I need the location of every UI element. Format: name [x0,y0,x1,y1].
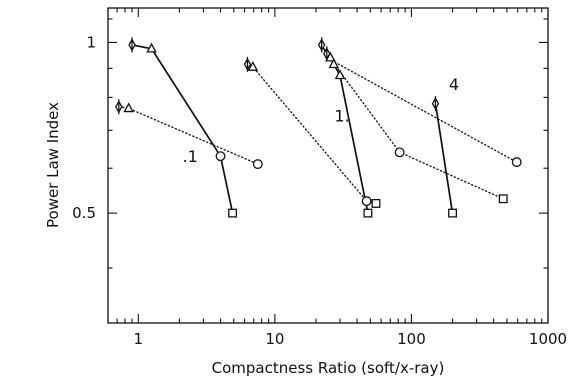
annotation-label: 4 [449,75,459,94]
data-markers [115,37,522,218]
triangle-marker [146,42,157,53]
square-marker [498,194,508,204]
triangle-marker [334,69,346,80]
triangle-marker [325,51,336,62]
axis-ticks [107,8,549,323]
square-marker [371,198,381,208]
y-axis-title: Power Law Index [44,102,62,228]
square-marker [448,208,457,218]
x-tick-label: 1 [134,330,144,348]
circle-marker [252,159,263,170]
series-line-5 [326,53,504,200]
y-tick-labels: 0.51 [72,33,96,222]
annotation-label: 1. [334,107,349,126]
plot-frame [107,7,549,324]
y-tick-label: 1 [86,33,96,51]
circle-marker [361,196,372,207]
y-tick-label: 0.5 [72,204,96,222]
series-line-2 [246,63,377,205]
triangle-marker [328,58,340,69]
x-tick-label: 10 [265,330,284,348]
triangle-marker [247,61,259,71]
series-line-7 [434,103,454,214]
series-line-4 [320,44,369,214]
series-line-1 [131,44,234,214]
circle-marker [394,147,405,158]
x-axis-title: Compactness Ratio (soft/x-ray) [212,359,445,377]
x-tick-label: 1000 [529,330,567,348]
square-marker [228,208,238,218]
x-tick-label: 100 [397,330,426,348]
series-lines [118,44,518,214]
annotation-label: .1 [183,147,198,166]
triangle-marker [123,102,134,113]
circle-marker [215,151,226,162]
x-tick-labels: 1 10 100 1000 [134,330,568,348]
circle-marker [511,157,522,168]
series-line-6 [330,59,518,163]
square-marker [363,208,373,218]
annotations: .1 1. 4 [183,75,460,166]
